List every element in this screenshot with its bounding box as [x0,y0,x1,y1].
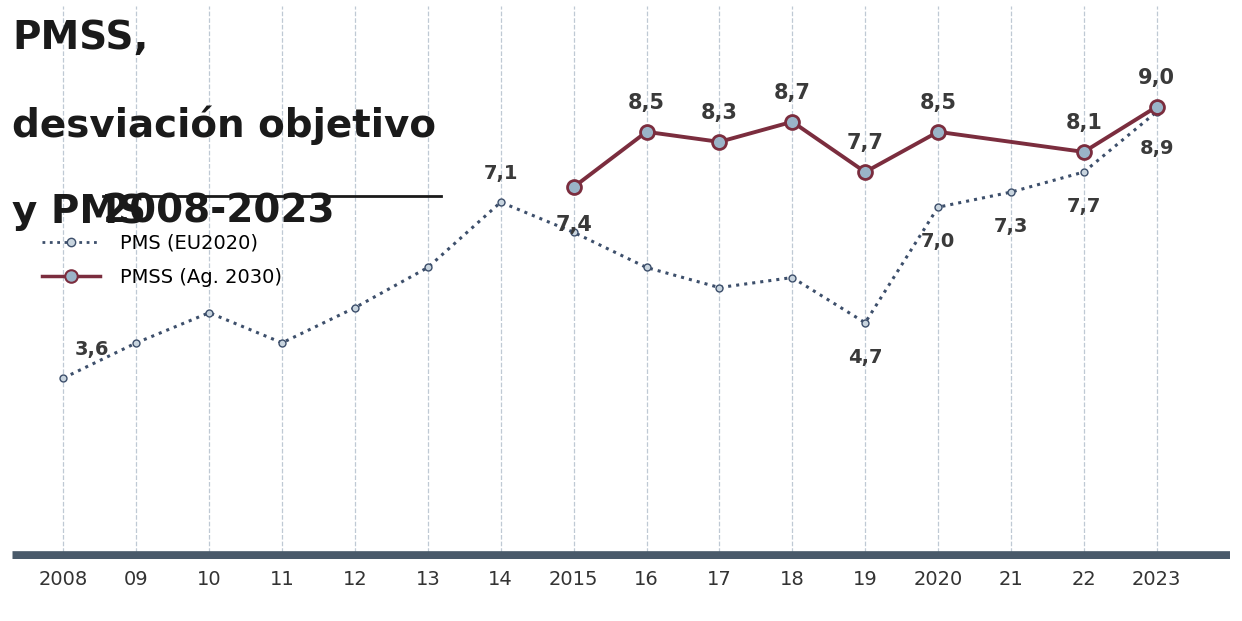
Text: desviación objetivo: desviación objetivo [12,106,436,145]
Text: 2008-2023: 2008-2023 [103,193,335,230]
Text: 7,7: 7,7 [1067,197,1100,216]
Text: 7,3: 7,3 [994,217,1028,236]
Text: 8,5: 8,5 [919,93,956,113]
Text: 8,9: 8,9 [1139,139,1174,158]
Text: PMSS,: PMSS, [12,19,149,57]
Text: 8,5: 8,5 [628,93,664,113]
Text: 4,7: 4,7 [848,348,882,367]
Text: 7,7: 7,7 [847,133,883,153]
Text: 8,3: 8,3 [700,103,738,123]
Text: 8,7: 8,7 [774,83,811,102]
Text: 8,1: 8,1 [1066,113,1102,133]
Text: 3,6: 3,6 [75,340,109,359]
Text: 9,0: 9,0 [1138,68,1175,88]
Text: 7,1: 7,1 [483,164,518,183]
Text: 7,4: 7,4 [555,215,592,235]
Legend: PMS (EU2020), PMSS (Ag. 2030): PMS (EU2020), PMSS (Ag. 2030) [35,226,289,295]
Text: y PMS: y PMS [12,193,160,230]
Text: 7,0: 7,0 [920,232,955,252]
